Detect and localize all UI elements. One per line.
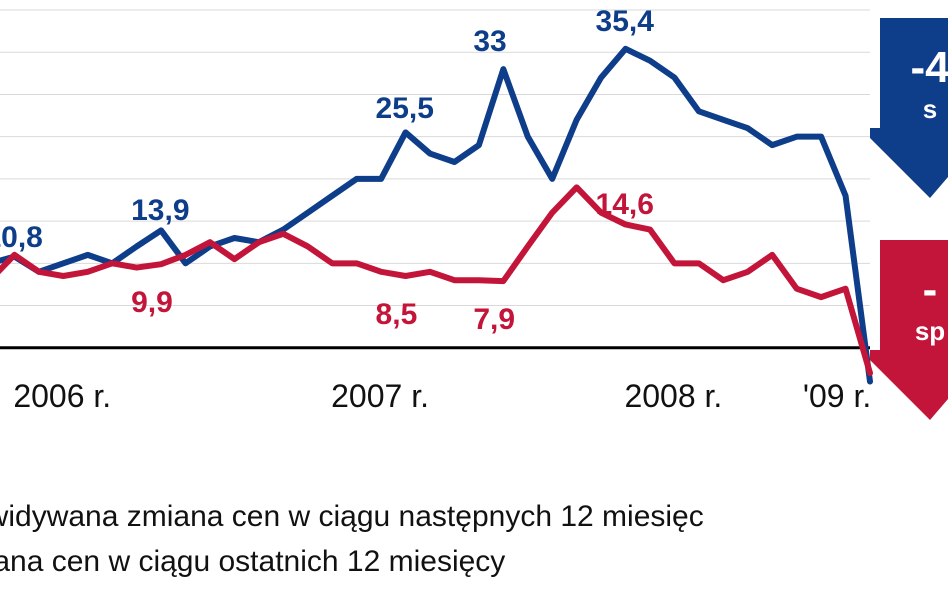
callout-arrow: -4 s bbox=[870, 18, 948, 122]
arrow-subtext: s bbox=[870, 96, 948, 122]
data-label: 13,9 bbox=[131, 194, 189, 228]
data-label: 35,4 bbox=[596, 5, 654, 39]
data-label: 9,9 bbox=[131, 286, 173, 320]
legend-line-2: niana cen w ciągu ostatnich 12 miesięcy bbox=[0, 545, 505, 579]
data-label: 7,9 bbox=[473, 303, 515, 337]
arrow-value: -4 bbox=[870, 46, 948, 90]
x-axis-label: 2006 r. bbox=[13, 378, 111, 415]
x-axis-label: 2007 r. bbox=[331, 378, 429, 415]
data-label: 14,6 bbox=[596, 188, 654, 222]
legend-line-1: ewidywana zmiana cen w ciągu następnych … bbox=[0, 500, 704, 534]
x-axis-label: '09 r. bbox=[803, 378, 871, 415]
x-axis-label: 2008 r. bbox=[624, 378, 722, 415]
arrow-value: - bbox=[870, 268, 948, 312]
data-label: 10,8 bbox=[0, 221, 43, 255]
arrow-subtext: sp bbox=[870, 318, 948, 344]
data-label: 8,5 bbox=[376, 298, 418, 332]
data-label: 33 bbox=[473, 25, 506, 59]
data-label: 25,5 bbox=[376, 92, 434, 126]
callout-arrow: - sp bbox=[870, 240, 948, 344]
